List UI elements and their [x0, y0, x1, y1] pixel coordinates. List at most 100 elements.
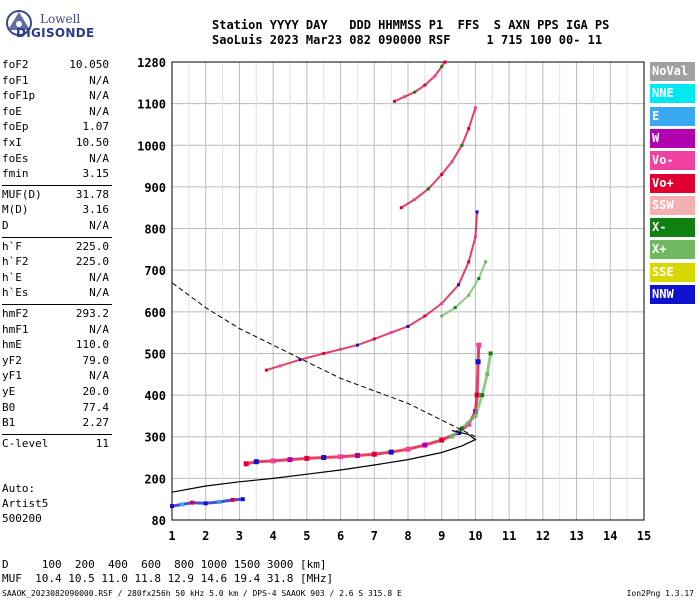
- param-label: foF1p: [2, 89, 36, 103]
- y-tick-label: 1000: [137, 139, 166, 153]
- param-row: h`F 225.0: [2, 240, 109, 254]
- param-value: N/A: [89, 89, 109, 103]
- param-value: N/A: [89, 219, 109, 232]
- echo-point: [180, 502, 185, 507]
- param-value: N/A: [89, 104, 109, 118]
- param-label: h`E: [2, 270, 22, 284]
- echo-point: [439, 437, 445, 443]
- param-row: hmF1 N/A: [2, 323, 109, 337]
- param-value: 79.0: [82, 353, 110, 367]
- param-label: B0: [2, 400, 16, 414]
- profile-line: [171, 429, 477, 493]
- echo-point: [405, 446, 411, 452]
- y-tick-label: 800: [144, 223, 166, 237]
- param-row: foF2 10.050: [2, 58, 109, 72]
- x-tick-label: 6: [337, 529, 344, 543]
- param-row: C-level 11: [2, 437, 109, 451]
- x-tick-label: 15: [637, 529, 651, 543]
- y-tick-label: 300: [144, 431, 166, 445]
- echo-point: [322, 351, 326, 355]
- distance-row: D 100 200 400 600 800 1000 1500 3000 [km…: [2, 558, 327, 571]
- echo-point: [484, 260, 488, 264]
- echo-point: [440, 314, 444, 318]
- param-value: 225.0: [75, 255, 109, 269]
- echo-point: [423, 314, 427, 318]
- echo-point: [388, 449, 394, 455]
- param-value: N/A: [89, 286, 109, 300]
- echo-point: [453, 306, 457, 310]
- echo-point: [371, 451, 377, 457]
- echo-point: [264, 368, 268, 372]
- y-tick-label: 200: [144, 472, 166, 486]
- x-tick-label: 2: [202, 529, 209, 543]
- param-value: 3.16: [82, 203, 110, 217]
- echo-point: [473, 235, 477, 239]
- echo-point: [406, 324, 410, 328]
- logo-emblem-icon: [6, 10, 32, 36]
- param-label: C-level: [2, 436, 49, 450]
- param-label: fxI: [2, 136, 22, 149]
- x-tick-label: 14: [603, 529, 617, 543]
- auto-line2: Artist5: [2, 497, 49, 510]
- param-row: M(D) 3.16: [2, 203, 109, 217]
- auto-line1: Auto:: [2, 482, 36, 495]
- echo-point: [473, 106, 477, 110]
- legend-item: NNE: [650, 84, 695, 104]
- echo-trace: [400, 107, 477, 209]
- y-tick-label: 400: [144, 389, 166, 403]
- param-value: 225.0: [75, 239, 109, 253]
- echo-point: [393, 99, 397, 103]
- echo-point: [466, 421, 472, 427]
- param-value: N/A: [89, 151, 109, 165]
- param-row: hmE 110.0: [2, 338, 109, 352]
- param-label: h`F2: [2, 255, 29, 269]
- echo-point: [413, 197, 417, 201]
- param-value: N/A: [89, 73, 109, 87]
- param-label: foEp: [2, 120, 29, 134]
- param-label: foEs: [2, 151, 29, 165]
- y-tick-label: 1280: [137, 56, 166, 70]
- echo-point: [450, 160, 454, 164]
- echo-point: [355, 343, 359, 347]
- y-tick-label: 500: [144, 347, 166, 361]
- echo-point: [287, 457, 293, 463]
- param-label: D: [2, 219, 9, 232]
- y-tick-label: 1100: [137, 98, 166, 112]
- legend-item: NoVal: [650, 62, 695, 81]
- param-row: h`F2 225.0: [2, 255, 109, 269]
- echo-point: [298, 358, 302, 362]
- param-label: M(D): [2, 203, 29, 217]
- echo-point: [475, 210, 479, 214]
- param-separator: [2, 433, 112, 435]
- echo-point: [467, 293, 471, 297]
- echo-point: [488, 351, 493, 356]
- echo-point: [372, 337, 376, 341]
- param-label: hmF1: [2, 322, 29, 336]
- legend-item: Vo+: [650, 173, 695, 193]
- param-row: foEp 1.07: [2, 120, 109, 134]
- x-tick-label: 13: [569, 529, 583, 543]
- param-label: foF1: [2, 73, 29, 87]
- param-row: B1 2.27: [2, 416, 109, 430]
- echo-point: [230, 497, 235, 502]
- echo-point: [413, 90, 417, 94]
- echo-point: [321, 455, 327, 461]
- x-tick-label: 7: [371, 529, 378, 543]
- echo-point: [474, 392, 480, 398]
- x-tick-label: 10: [468, 529, 482, 543]
- param-value: 293.2: [75, 307, 109, 320]
- topside-profile-line: [171, 282, 476, 438]
- echo-point: [403, 95, 407, 99]
- param-row: foF1 N/A: [2, 74, 109, 88]
- param-row: foF1p N/A: [2, 89, 109, 103]
- legend-item: X+: [650, 240, 695, 260]
- echo-point: [467, 127, 471, 131]
- param-row: h`Es N/A: [2, 286, 109, 300]
- param-value: 1.07: [82, 120, 110, 134]
- muf-row: MUF 10.4 10.5 11.0 11.8 12.9 14.6 19.4 3…: [2, 572, 334, 585]
- logo-line2: DIGISONDE: [16, 26, 95, 40]
- x-tick-label: 11: [502, 529, 516, 543]
- legend-item: X-: [650, 218, 695, 238]
- param-row: D N/A: [2, 219, 109, 233]
- param-label: B1: [2, 416, 16, 430]
